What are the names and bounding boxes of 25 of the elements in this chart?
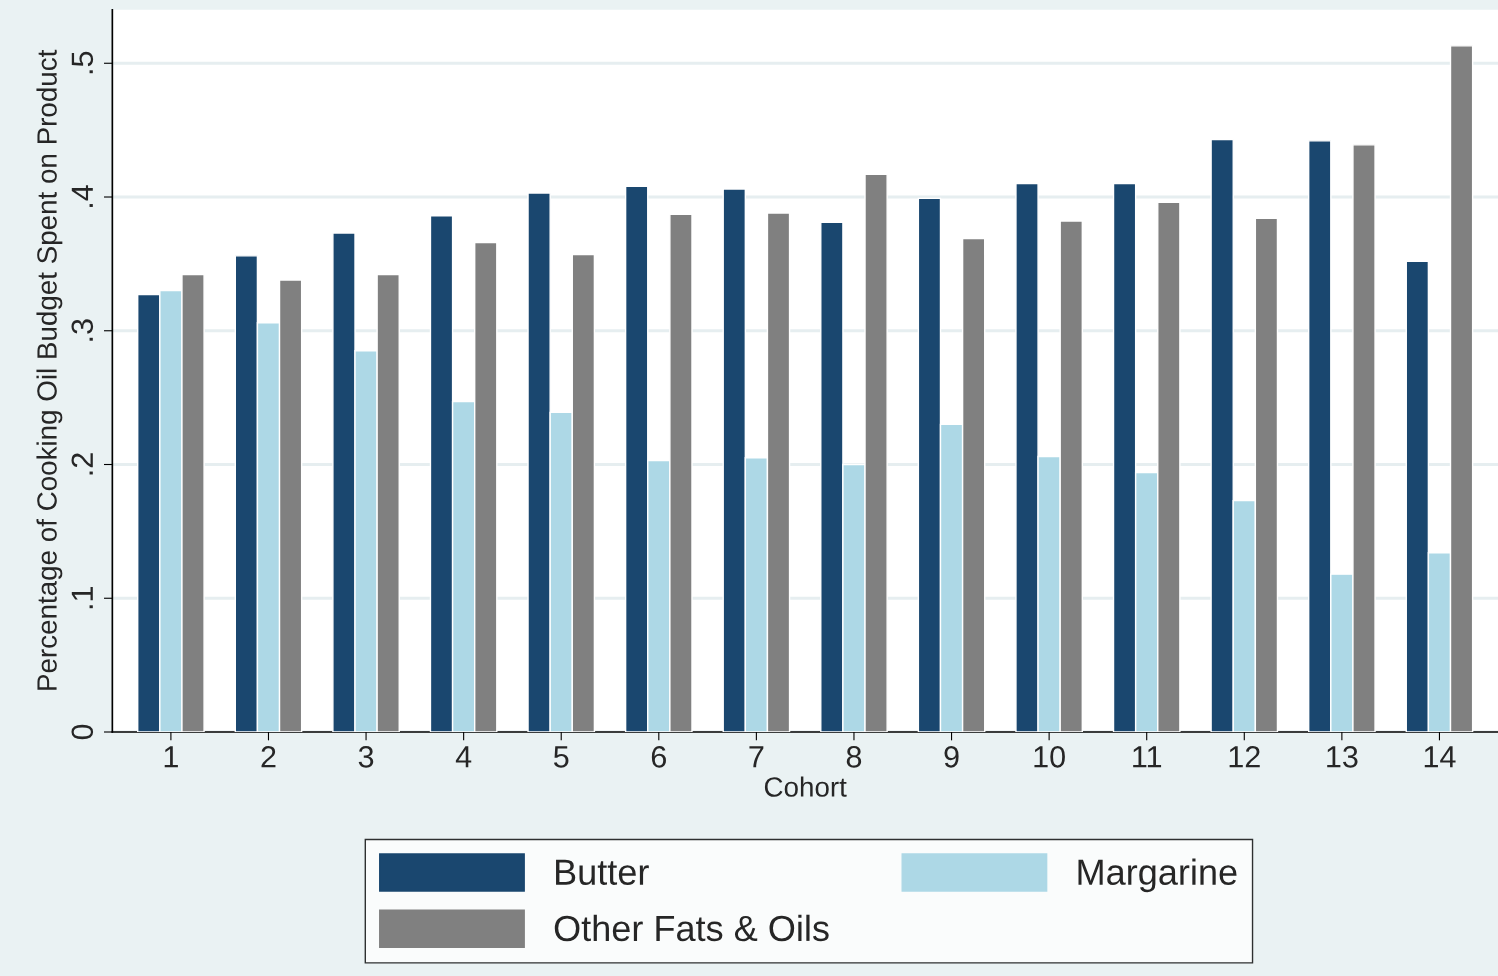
x-tick-label: 10	[1034, 746, 1065, 768]
x-axis-title: Cohort	[764, 776, 847, 797]
x-tick-label: 11	[1133, 746, 1162, 768]
x-tick-label: 9	[944, 746, 959, 768]
y-tick-label: .3	[71, 319, 94, 341]
legend-label: Margarine	[1078, 858, 1237, 893]
x-tick-label: 1	[164, 746, 178, 768]
y-tick-label: .4	[71, 185, 93, 207]
x-tick-label: 13	[1327, 746, 1358, 768]
x-tick-label: 12	[1229, 746, 1260, 768]
x-tick-label: 4	[455, 746, 472, 768]
x-tick-label: 5	[553, 746, 569, 768]
y-tick-label: 0	[71, 724, 94, 740]
y-tick-label: .2	[71, 453, 93, 475]
y-tick-label: .1	[71, 587, 93, 609]
x-tick-label: 6	[651, 746, 666, 768]
x-tick-label: 7	[749, 746, 764, 768]
x-tick-label: 14	[1424, 746, 1456, 768]
x-tick-label: 8	[846, 746, 862, 768]
y-tick-label: .5	[71, 51, 94, 74]
legend-label: Other Fats & Oils	[554, 914, 829, 942]
x-tick-label: 3	[358, 746, 374, 768]
y-axis-title: Percentage of Cooking Oil Budget Spent on Product	[36, 49, 63, 690]
legend-label: Butter	[556, 859, 649, 885]
x-tick-label: 2	[261, 746, 276, 768]
